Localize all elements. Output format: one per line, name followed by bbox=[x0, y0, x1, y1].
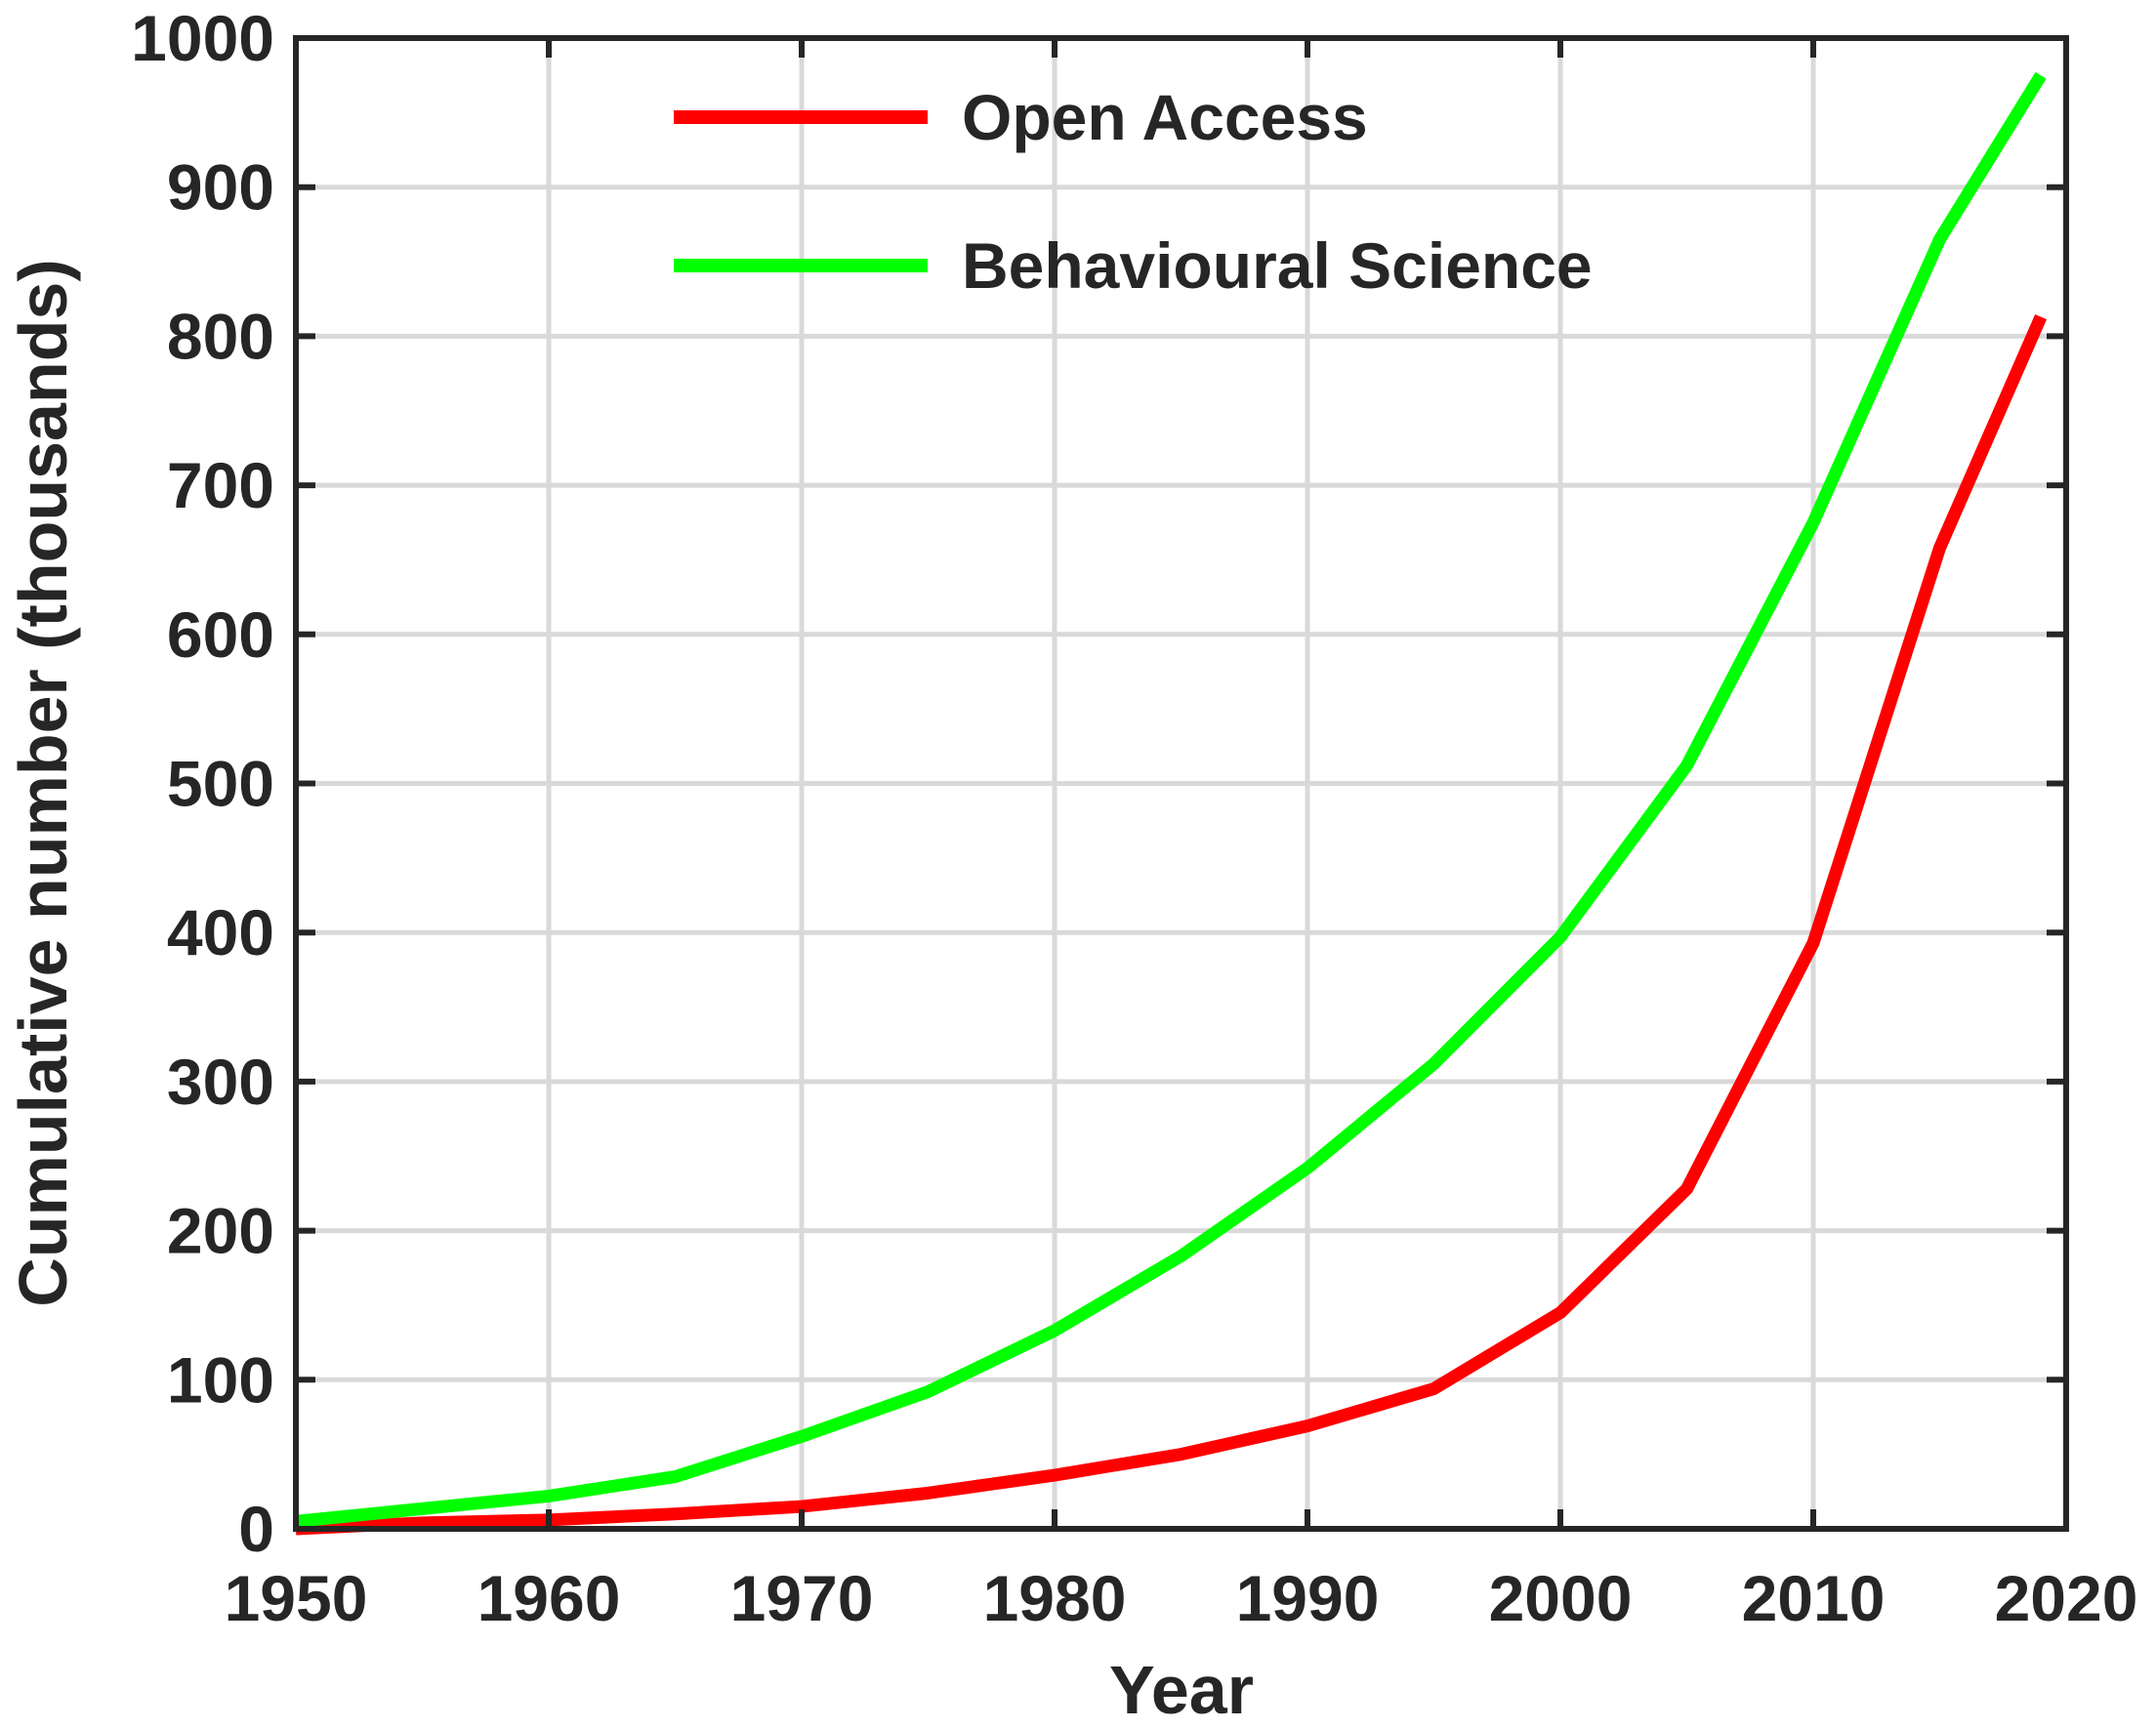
x-tick-label: 2020 bbox=[1995, 1562, 2138, 1634]
x-tick-label: 1990 bbox=[1236, 1562, 1380, 1634]
y-tick-label: 900 bbox=[167, 151, 274, 224]
series-lines bbox=[295, 71, 2048, 1536]
y-tick-label: 1000 bbox=[131, 2, 274, 74]
legend: Open Access Behavioural Science bbox=[674, 81, 1593, 302]
x-tick-label: 2010 bbox=[1742, 1562, 1886, 1634]
legend-label: Open Access bbox=[962, 81, 1368, 153]
x-tick-label: 1970 bbox=[730, 1562, 874, 1634]
y-tick-label: 200 bbox=[167, 1195, 274, 1267]
y-axis-label: Cumulative number (thousands) bbox=[5, 259, 81, 1306]
y-tick-label: 600 bbox=[167, 598, 274, 671]
y-tick-label: 100 bbox=[167, 1343, 274, 1416]
y-tick-label: 0 bbox=[238, 1493, 274, 1565]
y-tick-label: 400 bbox=[167, 896, 274, 968]
y-tick-label: 300 bbox=[167, 1046, 274, 1118]
x-tick-label: 2000 bbox=[1489, 1562, 1633, 1634]
x-tick-label: 1980 bbox=[983, 1562, 1127, 1634]
series-line-behavioural-science bbox=[295, 71, 2047, 1528]
grid bbox=[293, 35, 2069, 1532]
legend-label: Behavioural Science bbox=[962, 229, 1593, 302]
ticks: 1950 1960 1970 1980 1990 2000 2010 2020 0 100 200 3… bbox=[131, 2, 2137, 1634]
y-tick-label: 700 bbox=[167, 449, 274, 521]
x-axis-label: Year bbox=[1109, 1652, 1254, 1728]
x-tick-label: 1950 bbox=[225, 1562, 368, 1634]
y-tick-label: 500 bbox=[167, 748, 274, 820]
series-line-open-access bbox=[295, 313, 2048, 1536]
x-tick-label: 1960 bbox=[477, 1562, 621, 1634]
y-tick-label: 800 bbox=[167, 300, 274, 372]
